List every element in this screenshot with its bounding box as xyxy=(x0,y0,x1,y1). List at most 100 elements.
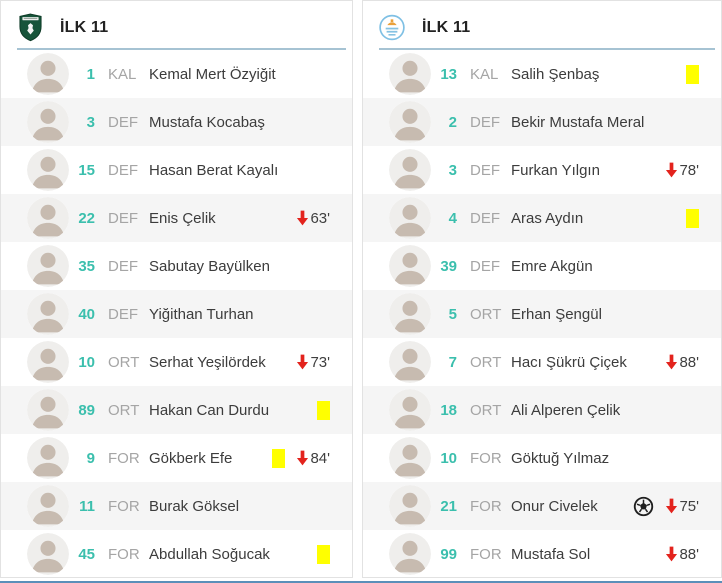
player-position-label: DEF xyxy=(470,113,500,131)
player-photo-avatar xyxy=(389,245,431,287)
substitution-out: 88' xyxy=(665,354,699,371)
player-photo-avatar xyxy=(389,53,431,95)
player-name: Mustafa Kocabaş xyxy=(149,113,265,131)
player-photo-avatar xyxy=(27,437,69,479)
player-name: Gökberk Efe xyxy=(149,449,233,467)
substitution-down-arrow-icon xyxy=(296,210,309,226)
player-photo-avatar xyxy=(27,53,69,95)
player-position-label: ORT xyxy=(108,401,140,419)
player-row[interactable]: 5 ORT Erhan Şengül xyxy=(363,290,721,338)
player-number: 39 xyxy=(440,257,457,275)
away-players-list: 13 KAL Salih Şenbaş 2 DEF Bekir Mustafa Meral… xyxy=(363,50,721,577)
player-name: Salih Şenbaş xyxy=(511,65,600,83)
player-number: 99 xyxy=(440,545,457,563)
player-row[interactable]: 99 FOR Mustafa Sol 88' xyxy=(363,530,721,577)
player-number: 10 xyxy=(440,449,457,467)
substitution-minute: 88' xyxy=(679,353,699,371)
player-number: 1 xyxy=(86,65,95,83)
player-row[interactable]: 1 KAL Kemal Mert Özyiğit xyxy=(1,50,352,98)
home-team-crest-icon xyxy=(17,13,43,42)
player-name: Abdullah Soğucak xyxy=(149,545,270,563)
player-name: Furkan Yılgın xyxy=(511,161,600,179)
player-row[interactable]: 2 DEF Bekir Mustafa Meral xyxy=(363,98,721,146)
player-event-icons: 84' xyxy=(272,448,330,468)
player-name: Mustafa Sol xyxy=(511,545,591,563)
player-number: 2 xyxy=(448,113,457,131)
player-event-icons: 73' xyxy=(296,354,330,371)
substitution-minute: 75' xyxy=(679,497,699,515)
player-position-label: DEF xyxy=(470,257,500,275)
player-name: Hacı Şükrü Çiçek xyxy=(511,353,627,371)
substitution-minute: 63' xyxy=(310,209,330,227)
player-position-label: DEF xyxy=(108,257,138,275)
substitution-out: 73' xyxy=(296,354,330,371)
substitution-down-arrow-icon xyxy=(665,546,678,562)
player-event-icons: 75' xyxy=(633,496,699,517)
player-name: Hakan Can Durdu xyxy=(149,401,270,419)
player-number: 40 xyxy=(78,305,95,323)
player-position-label: KAL xyxy=(470,65,499,83)
player-row[interactable]: 4 DEF Aras Aydın xyxy=(363,194,721,242)
player-number: 4 xyxy=(448,209,457,227)
player-number: 21 xyxy=(440,497,457,515)
home-panel-header: İLK 11 xyxy=(1,1,352,46)
away-team-crest-icon xyxy=(379,13,405,42)
away-panel-title: İLK 11 xyxy=(422,18,471,36)
player-row[interactable]: 21 FOR Onur Civelek 75' xyxy=(363,482,721,530)
player-row[interactable]: 35 DEF Sabutay Bayülken xyxy=(1,242,352,290)
player-position-label: DEF xyxy=(470,161,500,179)
player-photo-avatar xyxy=(389,389,431,431)
player-row[interactable]: 15 DEF Hasan Berat Kayalı xyxy=(1,146,352,194)
player-name: Serhat Yeşilördek xyxy=(149,353,266,371)
player-row[interactable]: 18 ORT Ali Alperen Çelik xyxy=(363,386,721,434)
player-row[interactable]: 9 FOR Gökberk Efe 84' xyxy=(1,434,352,482)
header-divider xyxy=(17,48,346,50)
player-event-icons xyxy=(686,64,699,84)
bottom-accent-line xyxy=(0,581,722,583)
player-number: 22 xyxy=(78,209,95,227)
player-position-label: DEF xyxy=(108,209,138,227)
substitution-down-arrow-icon xyxy=(296,450,309,466)
player-number: 3 xyxy=(86,113,95,131)
header-divider xyxy=(379,48,715,50)
player-row[interactable]: 3 DEF Furkan Yılgın 78' xyxy=(363,146,721,194)
player-row[interactable]: 11 FOR Burak Göksel xyxy=(1,482,352,530)
player-position-label: DEF xyxy=(108,305,138,323)
player-row[interactable]: 13 KAL Salih Şenbaş xyxy=(363,50,721,98)
player-number: 11 xyxy=(79,497,95,515)
player-position-label: FOR xyxy=(108,449,140,467)
home-panel-title: İLK 11 xyxy=(60,18,109,36)
player-row[interactable]: 89 ORT Hakan Can Durdu xyxy=(1,386,352,434)
away-panel-header: İLK 11 xyxy=(363,1,721,46)
player-number: 35 xyxy=(78,257,95,275)
yellow-card-icon xyxy=(686,64,699,84)
player-row[interactable]: 10 FOR Göktuğ Yılmaz xyxy=(363,434,721,482)
away-lineup-panel: İLK 11 13 KAL Salih Şenbaş 2 DEF Bekir Mustaf… xyxy=(362,0,722,578)
player-row[interactable]: 22 DEF Enis Çelik 63' xyxy=(1,194,352,242)
substitution-out: 75' xyxy=(665,498,699,515)
player-photo-avatar xyxy=(389,197,431,239)
player-name: Enis Çelik xyxy=(149,209,216,227)
substitution-down-arrow-icon xyxy=(665,162,678,178)
player-row[interactable]: 10 ORT Serhat Yeşilördek 73' xyxy=(1,338,352,386)
player-photo-avatar xyxy=(389,341,431,383)
player-number: 10 xyxy=(78,353,95,371)
player-position-label: KAL xyxy=(108,65,137,83)
player-position-label: DEF xyxy=(470,209,500,227)
player-number: 18 xyxy=(440,401,457,419)
player-name: Erhan Şengül xyxy=(511,305,602,323)
player-photo-avatar xyxy=(27,101,69,143)
player-row[interactable]: 39 DEF Emre Akgün xyxy=(363,242,721,290)
player-name: Kemal Mert Özyiğit xyxy=(149,65,276,83)
player-photo-avatar xyxy=(27,533,69,575)
player-number: 5 xyxy=(448,305,457,323)
player-position-label: ORT xyxy=(470,353,502,371)
player-event-icons xyxy=(317,400,330,420)
player-row[interactable]: 7 ORT Hacı Şükrü Çiçek 88' xyxy=(363,338,721,386)
player-photo-avatar xyxy=(389,437,431,479)
player-row[interactable]: 3 DEF Mustafa Kocabaş xyxy=(1,98,352,146)
player-row[interactable]: 40 DEF Yiğithan Turhan xyxy=(1,290,352,338)
player-row[interactable]: 45 FOR Abdullah Soğucak xyxy=(1,530,352,577)
player-position-label: DEF xyxy=(108,113,138,131)
goal-ball-icon xyxy=(633,496,654,517)
